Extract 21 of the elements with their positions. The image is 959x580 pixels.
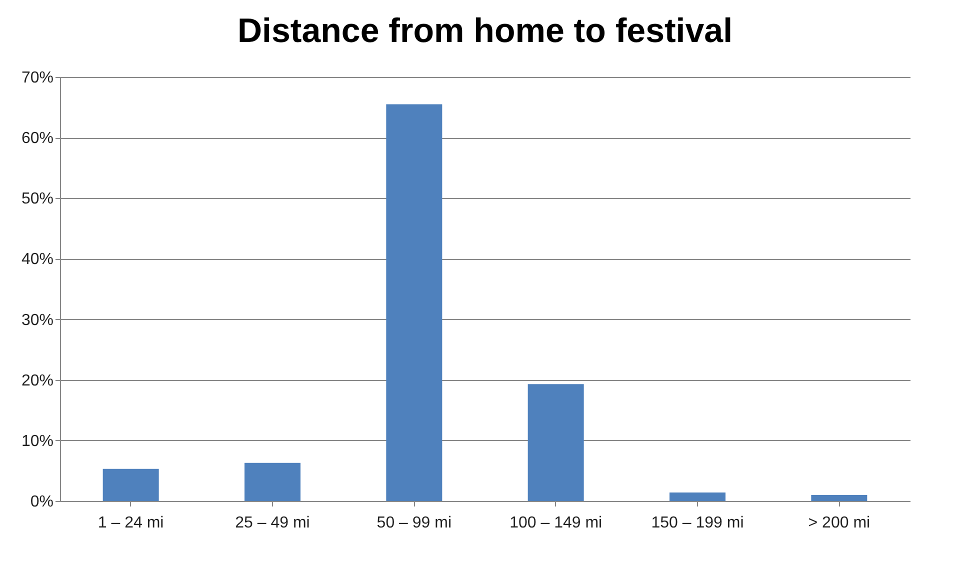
bar [811,494,868,501]
x-tick-label: 100 – 149 mi [510,514,602,532]
y-tick-label: 30% [21,312,54,329]
x-tick-label: 1 – 24 mi [98,514,164,532]
x-tick-label: 25 – 49 mi [235,514,310,532]
x-tick-label: 50 – 99 mi [376,514,452,532]
bar [244,462,300,501]
y-tick-label: 70% [21,70,54,86]
bar [528,384,584,501]
x-tick-label: 150 – 199 mi [651,514,744,532]
y-tick-label: 40% [21,251,54,268]
bar [386,104,442,501]
y-tick-label: 0% [30,494,54,510]
x-tick-label: > 200 mi [808,514,870,532]
y-tick-label: 20% [21,372,54,390]
bar [670,492,726,501]
y-tick-label: 60% [21,130,54,148]
chart-title: Distance from home to festival [237,12,733,50]
bar [102,468,159,501]
y-tick-label: 10% [21,432,54,450]
y-tick-label: 50% [21,190,54,208]
